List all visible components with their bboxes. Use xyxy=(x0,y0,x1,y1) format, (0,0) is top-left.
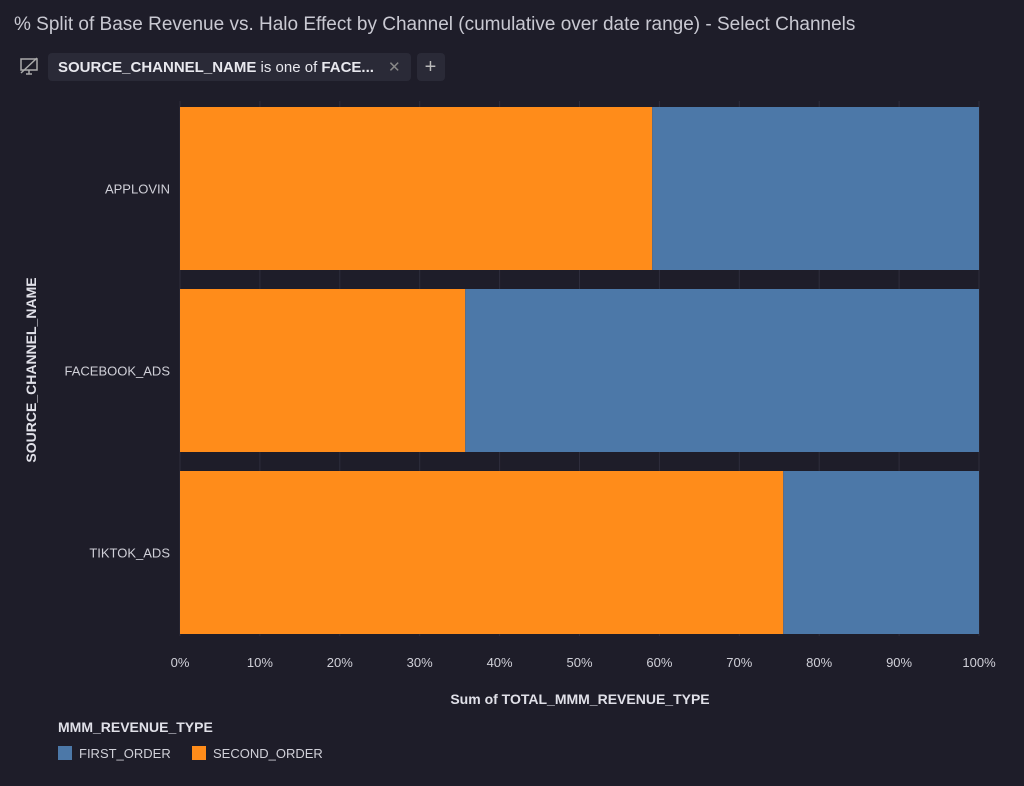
close-icon[interactable]: ✕ xyxy=(387,59,401,76)
x-axis-label: Sum of TOTAL_MMM_REVENUE_TYPE xyxy=(450,691,709,707)
monitor-off-icon[interactable] xyxy=(18,55,42,79)
legend-title: MMM_REVENUE_TYPE xyxy=(58,719,213,735)
bar-second_order-applovin[interactable] xyxy=(180,107,653,270)
filter-value: FACE... xyxy=(321,58,374,76)
y-axis-label: SOURCE_CHANNEL_NAME xyxy=(23,277,39,462)
x-tick-label: 80% xyxy=(806,655,832,670)
x-tick-label: 100% xyxy=(962,655,996,670)
filter-pill[interactable]: SOURCE_CHANNEL_NAME is one of FACE... ✕ xyxy=(48,53,411,81)
legend-label: FIRST_ORDER xyxy=(79,746,171,761)
bar-first_order-facebook_ads[interactable] xyxy=(465,289,979,452)
bar-first_order-tiktok_ads[interactable] xyxy=(783,471,979,634)
x-tick-label: 70% xyxy=(726,655,752,670)
add-filter-button[interactable]: + xyxy=(416,53,445,81)
legend-swatch-second_order xyxy=(192,746,206,760)
x-tick-label: 0% xyxy=(171,655,190,670)
y-tick-label: APPLOVIN xyxy=(105,182,170,197)
bar-second_order-facebook_ads[interactable] xyxy=(180,289,466,452)
filter-operator: is one of xyxy=(260,58,318,76)
chart-title: % Split of Base Revenue vs. Halo Effect … xyxy=(14,14,856,35)
legend-label: SECOND_ORDER xyxy=(213,746,323,761)
y-tick-label: FACEBOOK_ADS xyxy=(65,364,171,379)
x-tick-label: 50% xyxy=(566,655,592,670)
x-tick-label: 40% xyxy=(487,655,513,670)
filter-bar: SOURCE_CHANNEL_NAME is one of FACE... ✕ … xyxy=(18,53,445,81)
filter-field: SOURCE_CHANNEL_NAME xyxy=(58,58,257,76)
x-tick-label: 60% xyxy=(646,655,672,670)
y-tick-label: TIKTOK_ADS xyxy=(89,546,170,561)
x-tick-label: 90% xyxy=(886,655,912,670)
legend-swatch-first_order xyxy=(58,746,72,760)
x-tick-label: 30% xyxy=(407,655,433,670)
bar-second_order-tiktok_ads[interactable] xyxy=(180,471,784,634)
x-tick-label: 10% xyxy=(247,655,273,670)
x-tick-label: 20% xyxy=(327,655,353,670)
bar-first_order-applovin[interactable] xyxy=(652,107,979,270)
